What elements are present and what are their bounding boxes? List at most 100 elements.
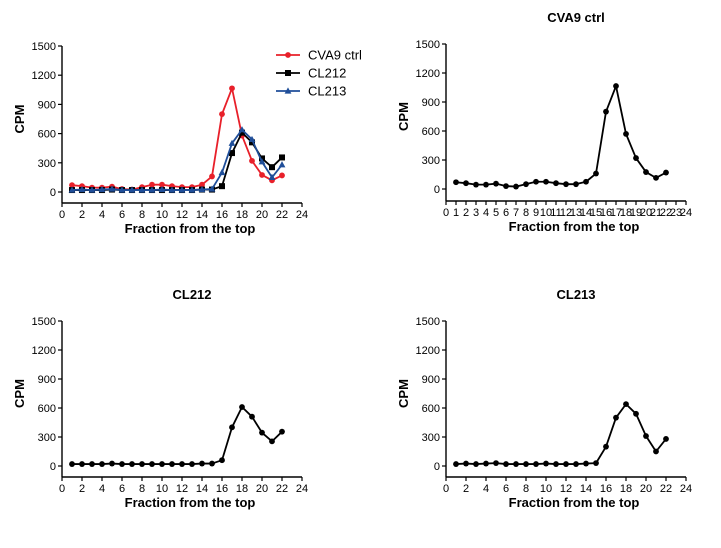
x-tick-label: 5	[493, 207, 499, 219]
data-point	[209, 173, 215, 180]
series-cl213	[68, 126, 286, 193]
data-point	[128, 186, 136, 193]
data-point	[643, 433, 649, 439]
data-point	[239, 404, 245, 410]
x-tick-label: 2	[463, 207, 469, 219]
x-tick-label: 6	[503, 483, 509, 495]
x-tick-label: 22	[660, 207, 672, 219]
x-tick-label: 6	[119, 483, 125, 495]
data-point	[278, 161, 286, 168]
legend-label: CL213	[308, 84, 346, 99]
series-line	[455, 403, 667, 465]
legend-marker	[284, 87, 292, 94]
data-point	[259, 429, 265, 436]
data-point	[523, 181, 529, 188]
y-axis-title: CPM	[396, 102, 411, 131]
x-tick-label: 9	[533, 207, 539, 219]
x-tick-label: 0	[443, 483, 449, 495]
y-axis-title: CPM	[12, 105, 27, 134]
x-tick-label: 24	[296, 209, 308, 221]
data-point	[229, 424, 235, 431]
legend: CVA9 ctrl CL212 CL213	[276, 48, 362, 99]
legend-label: CVA9 ctrl	[308, 48, 362, 63]
data-point	[543, 460, 549, 467]
x-tick-label: 17	[610, 207, 622, 219]
data-point	[199, 181, 205, 188]
data-point	[583, 178, 589, 185]
x-tick-label: 20	[640, 207, 652, 219]
y-tick-label: 1500	[32, 316, 56, 328]
data-point	[623, 401, 629, 408]
y-axis-title: CPM	[12, 379, 27, 408]
data-point	[613, 414, 619, 421]
y-tick-label: 300	[422, 155, 440, 167]
data-point	[613, 83, 619, 89]
y-tick-label: 0	[434, 184, 440, 196]
data-point	[218, 168, 226, 176]
data-point	[239, 129, 245, 136]
data-point	[533, 461, 539, 467]
y-tick-label: 600	[422, 403, 440, 415]
x-tick-label: 14	[580, 483, 592, 495]
data-point	[179, 461, 185, 467]
data-point	[158, 185, 166, 193]
data-point	[268, 173, 276, 180]
x-axis-title: Fraction from the top	[509, 495, 640, 510]
chart-title: CVA9 ctrl	[547, 10, 605, 25]
x-tick-label: 8	[139, 483, 145, 495]
data-point	[513, 461, 519, 467]
data-point	[533, 178, 539, 185]
x-tick-label: 12	[560, 483, 572, 495]
x-tick-label: 10	[540, 207, 552, 219]
data-point	[473, 461, 479, 467]
data-point	[98, 185, 106, 193]
data-point	[149, 461, 155, 467]
data-point	[513, 183, 519, 190]
y-tick-label: 1500	[416, 39, 440, 51]
x-tick-label: 10	[156, 209, 168, 221]
data-point	[229, 85, 235, 92]
data-point	[503, 183, 509, 190]
x-tick-label: 16	[216, 483, 228, 495]
legend-label: CL212	[308, 66, 346, 81]
data-point	[573, 461, 579, 467]
data-point	[78, 185, 86, 193]
data-point	[463, 460, 469, 467]
x-tick-label: 10	[156, 483, 168, 495]
x-tick-label: 0	[59, 483, 65, 495]
data-point	[483, 460, 489, 467]
data-point	[493, 460, 499, 466]
y-tick-label: 0	[50, 461, 56, 473]
legend-marker	[285, 52, 291, 58]
data-point	[563, 181, 569, 188]
data-point	[663, 436, 669, 442]
data-point	[109, 460, 115, 467]
x-tick-label: 8	[523, 207, 529, 219]
x-tick-label: 8	[139, 209, 145, 221]
x-tick-label: 18	[620, 207, 632, 219]
x-tick-label: 4	[99, 209, 105, 221]
y-tick-label: 900	[38, 374, 56, 386]
x-tick-label: 8	[523, 483, 529, 495]
data-point	[473, 181, 479, 188]
data-point	[118, 186, 126, 193]
data-point	[248, 135, 256, 143]
x-tick-label: 7	[513, 207, 519, 219]
x-tick-label: 2	[79, 209, 85, 221]
series-line	[72, 406, 283, 465]
x-tick-label: 24	[296, 483, 308, 495]
data-point	[603, 443, 609, 450]
data-point	[553, 461, 559, 467]
data-point	[139, 461, 145, 467]
data-point	[269, 164, 275, 171]
x-tick-label: 15	[590, 207, 602, 219]
x-tick-label: 3	[473, 207, 479, 219]
x-tick-label: 19	[630, 207, 642, 219]
x-axis-title: Fraction from the top	[125, 495, 256, 510]
x-tick-label: 16	[216, 209, 228, 221]
x-tick-label: 14	[580, 207, 592, 219]
data-point	[148, 186, 156, 193]
data-point	[603, 108, 609, 115]
data-point	[279, 172, 285, 179]
x-tick-label: 24	[680, 207, 692, 219]
